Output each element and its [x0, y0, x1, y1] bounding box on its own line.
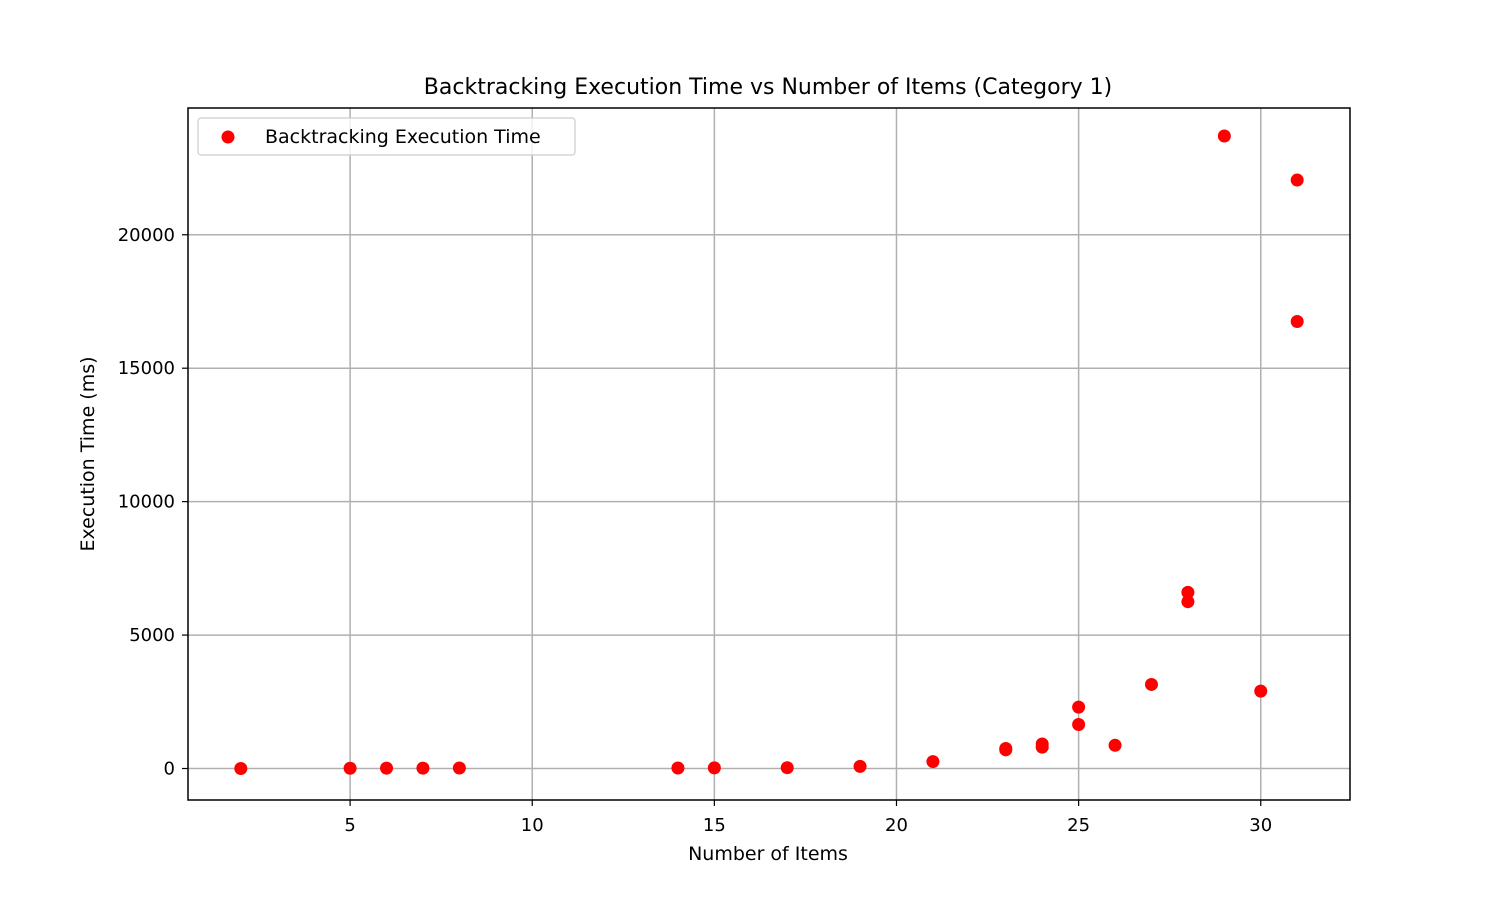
x-tick-label: 15 — [703, 815, 726, 836]
x-tick-label: 25 — [1067, 815, 1090, 836]
data-point — [1181, 585, 1195, 599]
data-point — [1290, 173, 1304, 187]
data-point — [1217, 129, 1231, 143]
data-point — [380, 761, 394, 775]
x-tick-label: 20 — [885, 815, 908, 836]
data-point — [707, 761, 721, 775]
x-tick-label: 10 — [521, 815, 544, 836]
y-tick-label: 10000 — [118, 492, 175, 513]
x-axis-ticks: 5 10 15 20 25 30 — [344, 800, 1272, 836]
data-point — [1108, 738, 1122, 752]
data-point — [1072, 717, 1086, 731]
x-tick-label: 30 — [1249, 815, 1272, 836]
data-point — [416, 761, 430, 775]
data-point — [1144, 677, 1158, 691]
y-axis-label: Execution Time (ms) — [77, 356, 99, 551]
legend: Backtracking Execution Time — [197, 117, 576, 156]
grid-lines — [188, 108, 1350, 800]
data-point — [343, 761, 357, 775]
data-point — [234, 762, 248, 776]
y-tick-label: 15000 — [118, 358, 175, 379]
data-point — [452, 761, 466, 775]
y-tick-label: 20000 — [118, 225, 175, 246]
data-point — [1181, 595, 1195, 609]
data-point — [926, 755, 940, 769]
legend-marker — [221, 130, 235, 144]
plot-frame — [187, 107, 1351, 801]
legend-label: Backtracking Execution Time — [265, 126, 541, 148]
data-point — [780, 761, 794, 775]
data-point — [853, 759, 867, 773]
legend-box — [197, 117, 576, 156]
y-tick-label: 0 — [164, 759, 175, 780]
y-axis-ticks: 0 5000 10000 15000 20000 — [118, 225, 188, 780]
data-point — [1035, 737, 1049, 751]
x-tick-label: 5 — [344, 815, 355, 836]
data-point — [999, 741, 1013, 755]
x-axis-label: Number of Items — [688, 843, 848, 865]
data-point — [1072, 700, 1086, 714]
data-point — [1290, 314, 1304, 328]
data-point — [1254, 684, 1268, 698]
data-points — [234, 129, 1304, 776]
y-tick-label: 5000 — [129, 625, 175, 646]
data-point — [671, 761, 685, 775]
chart-title: Backtracking Execution Time vs Number of… — [424, 75, 1112, 100]
